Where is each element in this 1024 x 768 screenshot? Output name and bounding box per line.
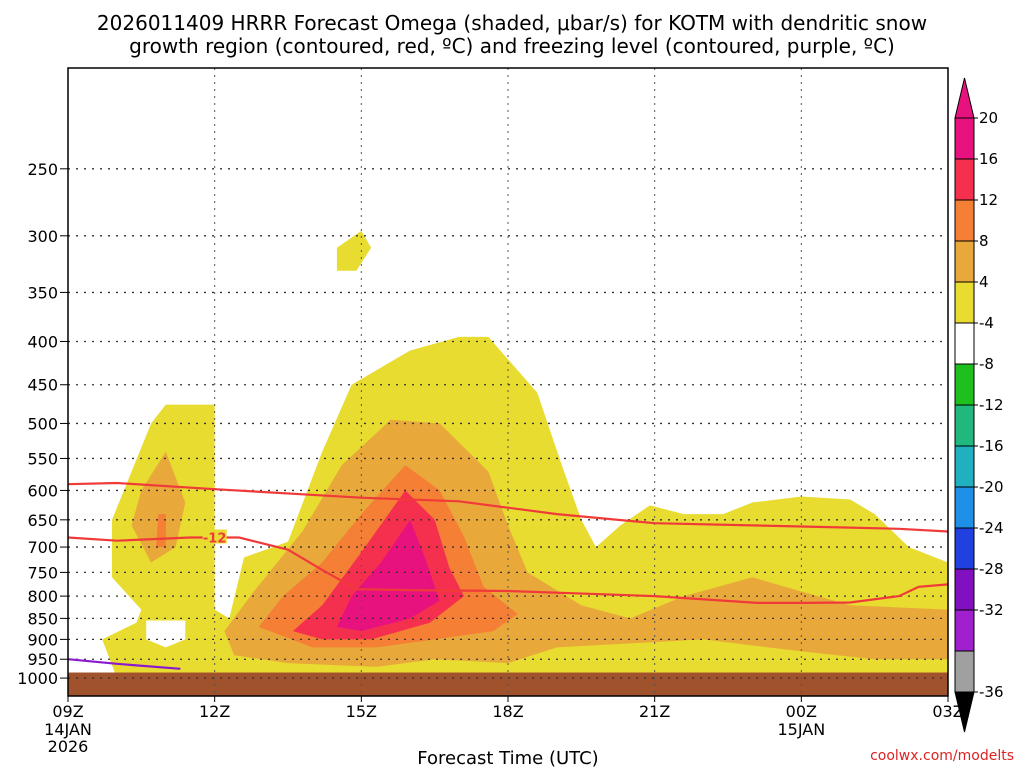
colorbar-top-arrow (954, 77, 975, 119)
contour-label-bg (202, 529, 227, 544)
x-tick-label-15Z: 15Z (346, 702, 377, 721)
grid-layer (68, 68, 948, 696)
contour-layer: -12 (68, 481, 948, 670)
colorbar-label-11: -28 (979, 560, 1004, 578)
colorbar-segment-12 (954, 609, 975, 652)
colorbar-label-0: 20 (979, 109, 998, 127)
y-tick-label-600: 600 (27, 481, 58, 500)
contour-line-0 (68, 481, 948, 533)
colorbar-segment-0 (954, 117, 975, 160)
colorbar-segment-2 (954, 199, 975, 242)
omega-shade-1-0 (131, 451, 186, 563)
colorbar-label-6: -8 (979, 355, 994, 373)
x-tick-sublabel2-2026: 2026 (48, 737, 89, 756)
colorbar-label-5: -4 (979, 314, 994, 332)
shading-layer (102, 230, 948, 679)
colorbar-segment-3 (954, 240, 975, 283)
x-tick-sublabel-15JAN: 15JAN (777, 720, 825, 739)
colorbar-label-4: 4 (979, 273, 989, 291)
chart-title-line2: growth region (contoured, red, ºC) and f… (129, 34, 895, 58)
colorbar-label-9: -20 (979, 478, 1004, 496)
y-tick-label-350: 350 (27, 283, 58, 302)
colorbar-label-2: 12 (979, 191, 998, 209)
x-tick-label-03Z: 03Z (932, 702, 963, 721)
y-tick-label-650: 650 (27, 511, 58, 530)
contour-label: -12 (203, 531, 227, 546)
x-tick-label-12Z: 12Z (199, 702, 230, 721)
x-axis-label: Forecast Time (UTC) (417, 748, 598, 768)
x-tick-sublabel-14JAN: 14JAN (44, 720, 92, 739)
omega-shade-0-1 (336, 230, 372, 271)
colorbar-segment-9 (954, 486, 975, 529)
colorbar-bottom-arrow (954, 691, 975, 733)
colorbar-segment-8 (954, 445, 975, 488)
colorbar-segment-5 (954, 322, 975, 365)
y-tick-label-800: 800 (27, 587, 58, 606)
colorbar-label-1: 16 (979, 150, 998, 168)
colorbar-segment-7 (954, 404, 975, 447)
y-tick-label-850: 850 (27, 609, 58, 628)
colorbar-label-8: -16 (979, 437, 1004, 455)
credit-text: coolwx.com/modelts (870, 748, 1014, 764)
y-tick-label-450: 450 (27, 376, 58, 395)
y-tick-label-500: 500 (27, 414, 58, 433)
y-tick-label-250: 250 (27, 160, 58, 179)
colorbar-label-3: 8 (979, 232, 989, 250)
omega-shade-5-0 (146, 620, 186, 648)
colorbar-segment-1 (954, 158, 975, 201)
colorbar-label-12: -32 (979, 601, 1004, 619)
y-tick-label-700: 700 (27, 538, 58, 557)
chart-title-line1: 2026011409 HRRR Forecast Omega (shaded, … (97, 11, 927, 35)
x-tick-label-21Z: 21Z (639, 702, 670, 721)
colorbar-segment-11 (954, 568, 975, 611)
y-tick-label-300: 300 (27, 227, 58, 246)
y-tick-label-950: 950 (27, 650, 58, 669)
x-tick-label-00Z: 00Z (786, 702, 817, 721)
y-tick-label-750: 750 (27, 563, 58, 582)
colorbar-label-10: -24 (979, 519, 1004, 537)
colorbar-segment-6 (954, 363, 975, 406)
contour-line-2 (68, 658, 181, 670)
colorbar-label-7: -12 (979, 396, 1004, 414)
x-tick-label-09Z: 09Z (52, 702, 83, 721)
y-tick-label-1000: 1000 (17, 669, 58, 688)
colorbar: 20 16 12 8 4 -4 -8 -12 -16 -20 -24 -28 -32 -36 (954, 77, 1004, 733)
y-axis-ticks: 250 300 350 400 450 500 550 600 650 700 750 800 850 9… (17, 160, 68, 688)
colorbar-segment-10 (954, 527, 975, 570)
y-tick-label-900: 900 (27, 630, 58, 649)
y-tick-label-550: 550 (27, 449, 58, 468)
colorbar-segment-13 (954, 650, 975, 693)
y-tick-label-400: 400 (27, 332, 58, 351)
colorbar-label-13: -36 (979, 683, 1004, 701)
x-tick-label-18Z: 18Z (492, 702, 523, 721)
colorbar-segment-4 (954, 281, 975, 324)
